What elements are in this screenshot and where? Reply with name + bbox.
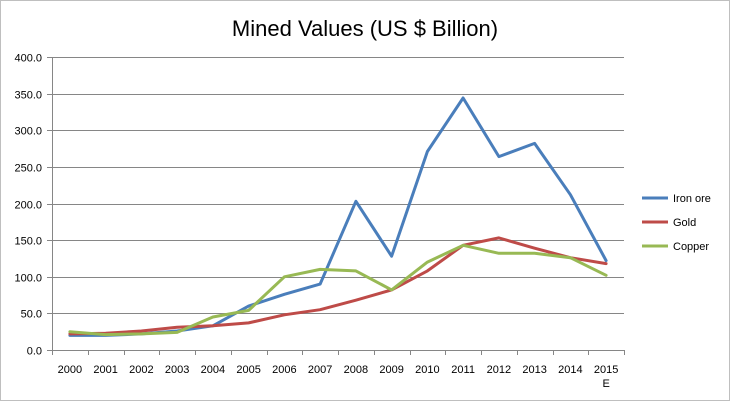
x-tick-label: 2005	[236, 364, 260, 376]
x-tick-label: 2015 E	[594, 364, 618, 390]
x-tick-label: 2012	[487, 364, 511, 376]
x-tick-label: 2007	[308, 364, 332, 376]
x-axis: 2000 2001 2002 2003 2004 2005 2006 2007 2008 2009…	[52, 350, 625, 390]
series-lines	[68, 96, 608, 337]
x-tick-label: 2011	[451, 364, 475, 376]
chart-title: Mined Values (US $ Billion)	[232, 16, 498, 41]
x-tick-label: 2006	[272, 364, 296, 376]
x-tick-label: 2002	[129, 364, 153, 376]
x-tick-label: 2008	[344, 364, 368, 376]
series-line-gold	[68, 236, 608, 336]
y-tick-label: 0.0	[27, 346, 42, 358]
y-tick-label: 400.0	[14, 53, 42, 65]
y-axis: 0.0 50.0 100.0 150.0 200.0 250.0 300.0 350.0 400…	[14, 53, 53, 358]
legend: Iron ore Gold Copper	[642, 193, 711, 253]
x-tick-label: 2000	[58, 364, 82, 376]
x-tick-label: 2003	[165, 364, 189, 376]
x-tick-label: 2013	[522, 364, 546, 376]
series-line-iron-ore	[68, 96, 608, 337]
y-tick-label: 200.0	[14, 200, 42, 212]
y-tick-label: 50.0	[21, 309, 42, 321]
grid-lines	[52, 57, 624, 351]
x-tick-label: 2001	[93, 364, 117, 376]
series-line-copper	[68, 243, 608, 337]
legend-label-gold: Gold	[673, 217, 696, 229]
y-tick-label: 250.0	[14, 163, 42, 175]
x-tick-label: 2010	[415, 364, 439, 376]
y-tick-label: 150.0	[14, 236, 42, 248]
x-tick-label: 2009	[379, 364, 403, 376]
y-tick-label: 350.0	[14, 90, 42, 102]
x-tick-label: 2014	[558, 364, 582, 376]
y-tick-label: 100.0	[14, 273, 42, 285]
legend-label-copper: Copper	[673, 241, 709, 253]
x-tick-label: 2004	[201, 364, 225, 376]
legend-label-iron-ore: Iron ore	[673, 193, 711, 205]
y-tick-label: 300.0	[14, 126, 42, 138]
